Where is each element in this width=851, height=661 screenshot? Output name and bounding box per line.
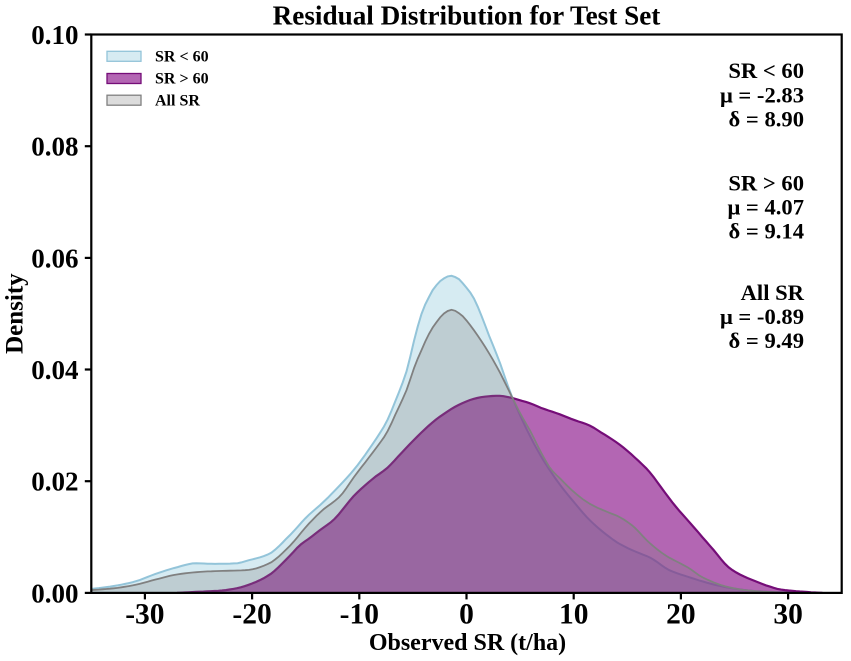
svg-text:10: 10 xyxy=(559,599,589,631)
svg-text:20: 20 xyxy=(666,599,696,631)
svg-text:SR < 60: SR < 60 xyxy=(155,49,209,66)
svg-text:δ = 9.49: δ = 9.49 xyxy=(729,328,804,353)
svg-text:μ = -0.89: μ = -0.89 xyxy=(720,304,804,329)
svg-text:0: 0 xyxy=(459,599,474,631)
svg-text:0.02: 0.02 xyxy=(31,467,78,497)
svg-text:0.08: 0.08 xyxy=(31,132,78,162)
svg-text:-10: -10 xyxy=(340,599,379,631)
svg-text:δ = 9.14: δ = 9.14 xyxy=(729,219,804,244)
svg-text:0.10: 0.10 xyxy=(31,20,78,50)
svg-text:Density: Density xyxy=(2,273,29,354)
svg-text:μ = -2.83: μ = -2.83 xyxy=(720,82,804,107)
svg-text:All SR: All SR xyxy=(155,92,200,109)
svg-text:0.04: 0.04 xyxy=(31,355,78,385)
svg-text:-20: -20 xyxy=(232,599,271,631)
svg-text:0.06: 0.06 xyxy=(31,243,78,273)
svg-text:Observed SR (t/ha): Observed SR (t/ha) xyxy=(369,630,566,656)
svg-text:δ = 8.90: δ = 8.90 xyxy=(729,106,804,131)
svg-text:Residual Distribution for Test: Residual Distribution for Test Set xyxy=(273,1,661,31)
svg-text:0.00: 0.00 xyxy=(31,578,78,608)
svg-text:-30: -30 xyxy=(125,599,164,631)
svg-text:SR < 60: SR < 60 xyxy=(728,58,804,83)
svg-text:30: 30 xyxy=(773,599,803,631)
svg-text:All SR: All SR xyxy=(741,280,805,305)
svg-text:SR > 60: SR > 60 xyxy=(155,71,209,88)
svg-text:SR > 60: SR > 60 xyxy=(728,171,804,196)
svg-text:μ = 4.07: μ = 4.07 xyxy=(727,195,804,220)
